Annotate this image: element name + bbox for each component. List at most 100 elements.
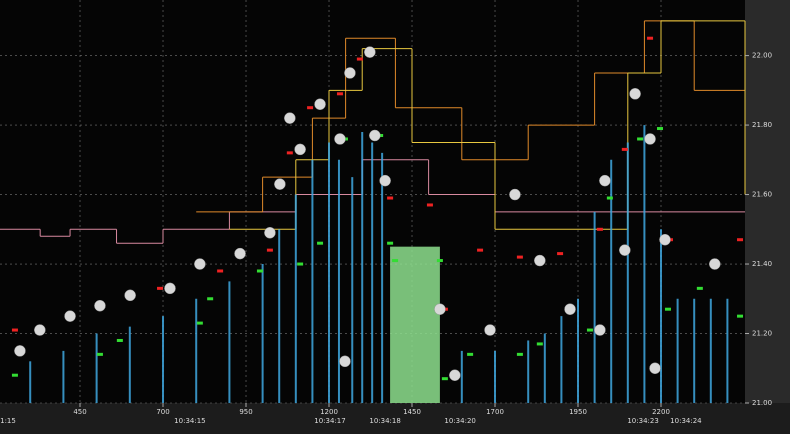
point bbox=[317, 241, 324, 245]
time-label: 10:34:15 bbox=[174, 417, 205, 425]
trade-circle bbox=[124, 289, 136, 302]
x-tick-label: 1950 bbox=[569, 408, 587, 416]
point bbox=[737, 314, 744, 318]
trade-circle bbox=[364, 46, 376, 58]
trade-circle bbox=[94, 299, 106, 312]
point bbox=[217, 269, 224, 273]
y-tick-label: 21.80 bbox=[752, 121, 772, 129]
trade-circle bbox=[14, 345, 26, 357]
marks bbox=[0, 20, 746, 403]
point bbox=[392, 259, 399, 263]
trade-circle bbox=[629, 88, 641, 100]
x-tick-label: 450 bbox=[73, 408, 86, 416]
trade-circle bbox=[264, 227, 276, 239]
x-tick-label: 700 bbox=[156, 408, 169, 416]
y-tick-label: 21.60 bbox=[752, 191, 772, 199]
time-label: 10:34:20 bbox=[444, 417, 475, 425]
time-label: 10:34:17 bbox=[314, 417, 345, 425]
point bbox=[441, 377, 448, 381]
point bbox=[336, 92, 343, 96]
trade-circle bbox=[594, 324, 606, 336]
point bbox=[426, 203, 433, 207]
y-tick-label: 21.40 bbox=[752, 260, 772, 268]
point bbox=[606, 196, 613, 200]
point bbox=[387, 196, 394, 200]
point bbox=[196, 321, 203, 325]
point bbox=[696, 286, 703, 290]
labels: 21.00 21.20 21.40 21.60 21.80 22.00 450 700 950 1… bbox=[0, 52, 772, 425]
point bbox=[621, 147, 628, 151]
trade-circle bbox=[164, 282, 176, 295]
trade-circle bbox=[434, 303, 446, 315]
point bbox=[596, 227, 603, 231]
point bbox=[96, 352, 103, 356]
trade-circle bbox=[64, 310, 76, 322]
time-label: 10:34:24 bbox=[670, 417, 702, 425]
trade-circle bbox=[709, 258, 721, 270]
y-axis-panel bbox=[745, 0, 790, 434]
x-tick-label: 1200 bbox=[320, 408, 338, 416]
point bbox=[586, 328, 593, 332]
y-tick-label: 22.00 bbox=[752, 52, 772, 60]
y-tick-label: 21.00 bbox=[752, 399, 772, 407]
point bbox=[516, 255, 523, 259]
point bbox=[356, 57, 363, 61]
trade-circle bbox=[449, 369, 461, 381]
trade-circle bbox=[344, 67, 356, 79]
trade-circle bbox=[534, 254, 546, 267]
trade-circle bbox=[314, 98, 326, 110]
trade-circle bbox=[379, 174, 391, 187]
y-tick-label: 21.20 bbox=[752, 330, 772, 338]
point bbox=[286, 151, 293, 155]
trade-circle bbox=[644, 133, 656, 145]
trade-circle bbox=[484, 324, 496, 336]
x-tick-label: 1450 bbox=[403, 408, 421, 416]
trade-circle bbox=[34, 324, 46, 336]
point bbox=[516, 352, 523, 356]
x-axis-panel bbox=[0, 403, 790, 434]
point bbox=[387, 241, 394, 245]
point bbox=[256, 269, 263, 273]
point bbox=[477, 248, 484, 252]
point bbox=[11, 373, 18, 377]
time-label: 10:34:18 bbox=[369, 417, 400, 425]
trade-circle bbox=[274, 178, 286, 190]
x-tick-label: 1700 bbox=[486, 408, 504, 416]
point bbox=[637, 137, 644, 141]
trade-circle bbox=[284, 112, 296, 124]
trade-circle bbox=[509, 188, 521, 201]
point bbox=[467, 352, 474, 356]
point bbox=[207, 297, 214, 301]
point bbox=[307, 106, 314, 110]
trade-circle bbox=[234, 247, 246, 260]
trade-circle bbox=[619, 244, 631, 256]
point bbox=[116, 338, 123, 342]
trade-circle bbox=[339, 355, 351, 368]
time-label: 1:15 bbox=[0, 417, 16, 425]
time-label: 10:34:23 bbox=[627, 417, 658, 425]
trade-circle bbox=[294, 143, 306, 156]
x-tick-label: 2200 bbox=[652, 408, 670, 416]
point bbox=[266, 248, 273, 252]
point bbox=[436, 259, 443, 263]
point bbox=[536, 342, 543, 346]
point bbox=[647, 36, 654, 40]
trade-circle bbox=[649, 362, 661, 375]
trade-circle bbox=[369, 129, 381, 142]
band bbox=[390, 246, 440, 403]
trade-circle bbox=[659, 233, 671, 246]
point bbox=[557, 252, 564, 256]
point bbox=[297, 262, 304, 266]
trade-circle bbox=[599, 174, 611, 187]
point bbox=[737, 238, 744, 242]
point bbox=[157, 286, 164, 290]
trade-circle bbox=[194, 258, 206, 270]
trade-circle bbox=[564, 303, 576, 315]
point bbox=[657, 127, 664, 131]
point bbox=[11, 328, 18, 332]
point bbox=[664, 307, 671, 311]
trade-circle bbox=[334, 133, 346, 145]
x-tick-label: 950 bbox=[239, 408, 252, 416]
